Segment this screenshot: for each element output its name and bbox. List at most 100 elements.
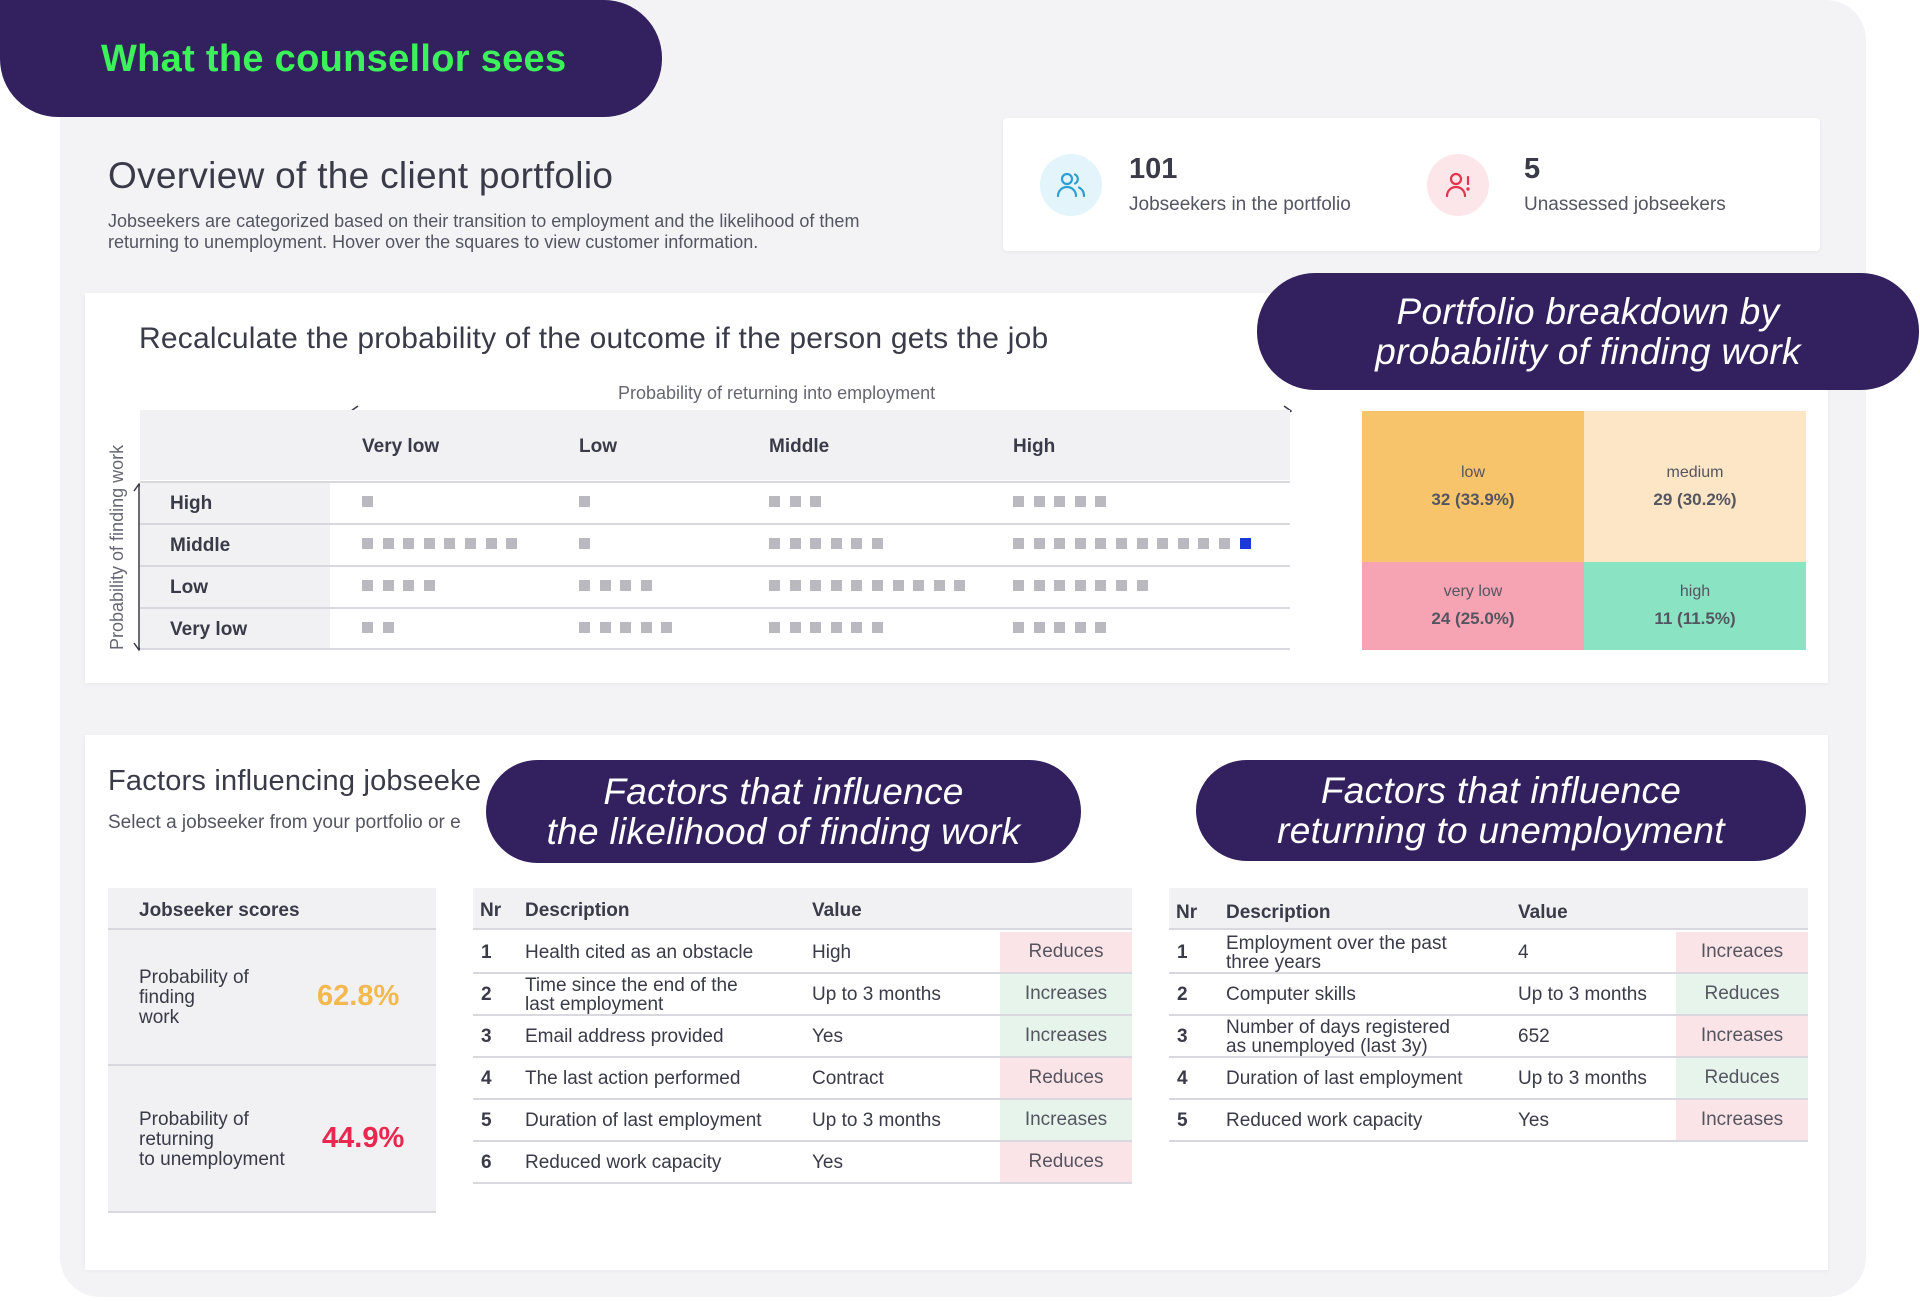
returning-label: Probability of returning to unemployment xyxy=(139,1110,285,1170)
matrix-row-label: High xyxy=(170,493,213,514)
jobseeker-square[interactable] xyxy=(1034,496,1045,507)
jobseeker-square[interactable] xyxy=(1054,622,1065,633)
jobseeker-square[interactable] xyxy=(1075,580,1086,591)
jobseeker-square[interactable] xyxy=(1137,580,1148,591)
jobseeker-square[interactable] xyxy=(362,580,373,591)
jobseeker-square[interactable] xyxy=(1157,538,1168,549)
table-row[interactable]: 6 Reduced work capacity Yes Reduces xyxy=(473,1142,1132,1184)
table-row[interactable]: 5 Duration of last employment Up to 3 mont… xyxy=(473,1100,1132,1142)
jobseeker-square[interactable] xyxy=(1034,538,1045,549)
jobseeker-square[interactable] xyxy=(851,580,862,591)
jobseeker-square[interactable] xyxy=(424,580,435,591)
jobseeker-square-selected[interactable] xyxy=(1240,538,1251,549)
jobseeker-square[interactable] xyxy=(383,538,394,549)
jobseeker-square[interactable] xyxy=(1013,496,1024,507)
jobseeker-square[interactable] xyxy=(893,580,904,591)
table-row[interactable]: 1 Health cited as an obstacle High Reduces xyxy=(473,932,1132,974)
table-row[interactable]: 2 Computer skills Up to 3 months Reduces xyxy=(1169,974,1808,1016)
jobseeker-square[interactable] xyxy=(769,496,780,507)
treemap-low[interactable]: low 32 (33.9%) xyxy=(1362,411,1584,562)
jobseeker-square[interactable] xyxy=(362,496,373,507)
jobseeker-square[interactable] xyxy=(872,538,883,549)
x-axis-label: Probability of returning into employment xyxy=(618,383,936,403)
jobseeker-square[interactable] xyxy=(1054,496,1065,507)
jobseeker-square[interactable] xyxy=(769,622,780,633)
jobseeker-square[interactable] xyxy=(790,580,801,591)
jobseeker-square[interactable] xyxy=(1095,496,1106,507)
jobseeker-square[interactable] xyxy=(1054,538,1065,549)
table-row[interactable]: 4 Duration of last employment Up to 3 mont… xyxy=(1169,1058,1808,1100)
treemap-high[interactable]: high 11 (11.5%) xyxy=(1584,562,1806,650)
jobseeker-square[interactable] xyxy=(383,622,394,633)
jobseeker-square[interactable] xyxy=(403,580,414,591)
treemap-very-low[interactable]: very low 24 (25.0%) xyxy=(1362,562,1584,650)
jobseeker-square[interactable] xyxy=(579,496,590,507)
jobseeker-square[interactable] xyxy=(1075,622,1086,633)
jobseeker-square[interactable] xyxy=(1137,538,1148,549)
jobseeker-square[interactable] xyxy=(831,538,842,549)
treemap-medium[interactable]: medium 29 (30.2%) xyxy=(1584,411,1806,562)
jobseeker-square[interactable] xyxy=(1034,580,1045,591)
table-row[interactable]: 3 Email address provided Yes Increases xyxy=(473,1016,1132,1058)
jobseeker-square[interactable] xyxy=(403,538,414,549)
jobseeker-square[interactable] xyxy=(424,538,435,549)
jobseeker-square[interactable] xyxy=(579,622,590,633)
jobseeker-square[interactable] xyxy=(1075,496,1086,507)
jobseeker-square[interactable] xyxy=(1013,538,1024,549)
jobseeker-square[interactable] xyxy=(1095,622,1106,633)
jobseeker-square[interactable] xyxy=(831,622,842,633)
jobseeker-square[interactable] xyxy=(872,622,883,633)
jobseeker-square[interactable] xyxy=(872,580,883,591)
jobseeker-square[interactable] xyxy=(1116,538,1127,549)
jobseeker-square[interactable] xyxy=(1013,622,1024,633)
jobseeker-square[interactable] xyxy=(620,622,631,633)
jobseeker-square[interactable] xyxy=(1054,580,1065,591)
page-subtitle: Jobseekers are categorized based on thei… xyxy=(108,211,860,252)
jobseeker-square[interactable] xyxy=(810,496,821,507)
jobseeker-square[interactable] xyxy=(506,538,517,549)
jobseeker-square[interactable] xyxy=(444,538,455,549)
jobseeker-square[interactable] xyxy=(954,580,965,591)
jobseeker-square[interactable] xyxy=(810,622,821,633)
jobseeker-square[interactable] xyxy=(1178,538,1189,549)
jobseeker-square[interactable] xyxy=(579,538,590,549)
jobseeker-square[interactable] xyxy=(1095,538,1106,549)
jobseeker-scores: Jobseeker scores Probability of finding … xyxy=(108,888,436,1213)
jobseeker-square[interactable] xyxy=(465,538,476,549)
jobseeker-square[interactable] xyxy=(1219,538,1230,549)
jobseeker-square[interactable] xyxy=(851,538,862,549)
jobseeker-square[interactable] xyxy=(790,496,801,507)
jobseeker-square[interactable] xyxy=(620,580,631,591)
jobseeker-square[interactable] xyxy=(851,622,862,633)
jobseeker-square[interactable] xyxy=(913,580,924,591)
jobseeker-square[interactable] xyxy=(579,580,590,591)
table-row[interactable]: 4 The last action performed Contract Reduce… xyxy=(473,1058,1132,1100)
jobseeker-square[interactable] xyxy=(661,622,672,633)
jobseeker-square[interactable] xyxy=(934,580,945,591)
table-row[interactable]: 2 Time since the end of the last employmen… xyxy=(473,974,1132,1016)
jobseeker-square[interactable] xyxy=(600,580,611,591)
table-row[interactable]: 1 Employment over the past three years 4 Inc… xyxy=(1169,932,1808,974)
jobseeker-square[interactable] xyxy=(486,538,497,549)
table-row[interactable]: 5 Reduced work capacity Yes Increases xyxy=(1169,1100,1808,1142)
jobseeker-square[interactable] xyxy=(1034,622,1045,633)
jobseeker-square[interactable] xyxy=(1198,538,1209,549)
table-row[interactable]: 3 Number of days registered as unemployed … xyxy=(1169,1016,1808,1058)
jobseeker-square[interactable] xyxy=(810,538,821,549)
jobseeker-square[interactable] xyxy=(769,538,780,549)
jobseeker-square[interactable] xyxy=(1095,580,1106,591)
jobseeker-square[interactable] xyxy=(600,622,611,633)
jobseeker-square[interactable] xyxy=(790,538,801,549)
jobseeker-square[interactable] xyxy=(641,580,652,591)
jobseeker-square[interactable] xyxy=(769,580,780,591)
jobseeker-square[interactable] xyxy=(810,580,821,591)
jobseeker-square[interactable] xyxy=(831,580,842,591)
jobseeker-square[interactable] xyxy=(362,622,373,633)
jobseeker-square[interactable] xyxy=(1116,580,1127,591)
jobseeker-square[interactable] xyxy=(383,580,394,591)
jobseeker-square[interactable] xyxy=(362,538,373,549)
jobseeker-square[interactable] xyxy=(1013,580,1024,591)
jobseeker-square[interactable] xyxy=(790,622,801,633)
jobseeker-square[interactable] xyxy=(1075,538,1086,549)
jobseeker-square[interactable] xyxy=(641,622,652,633)
